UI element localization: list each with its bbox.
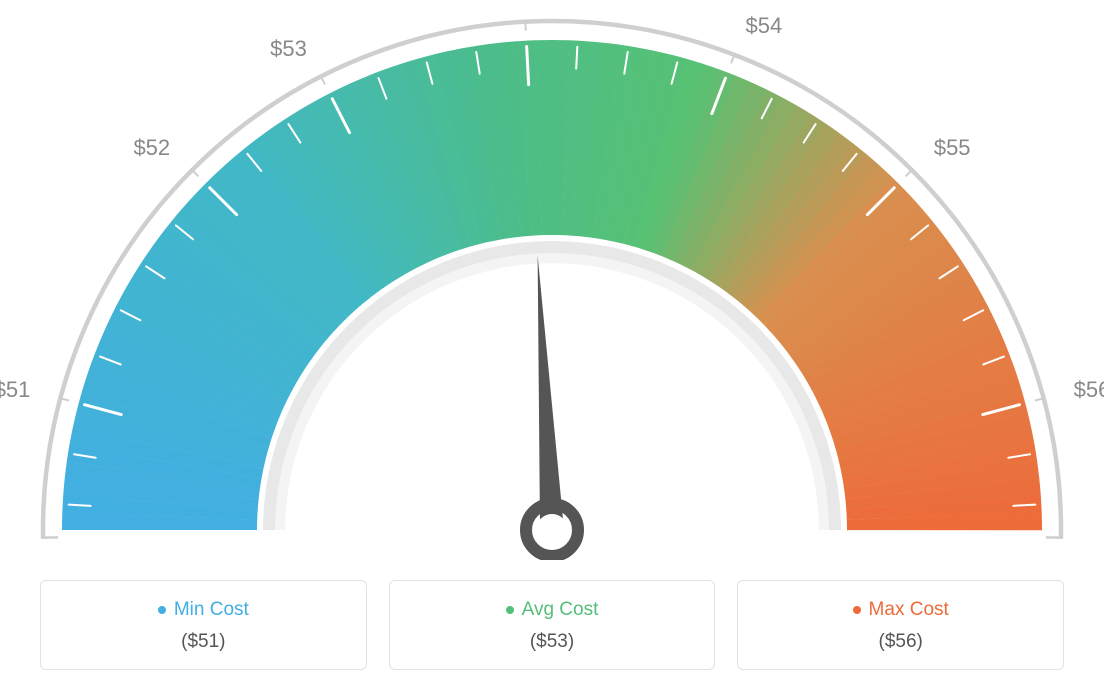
- legend-label-max: Max Cost: [869, 599, 949, 621]
- cost-gauge: $51 $52 $53 $53 $54 $55 $56: [0, 0, 1104, 560]
- svg-text:$54: $54: [746, 13, 783, 38]
- legend-value-avg: ($53): [400, 631, 705, 653]
- legend-card-min: Min Cost ($51): [40, 580, 367, 670]
- legend-label-min: Min Cost: [174, 599, 249, 621]
- svg-text:$55: $55: [934, 135, 971, 160]
- legend-dot-avg: [506, 606, 514, 614]
- legend-label-avg: Avg Cost: [522, 599, 599, 621]
- legend-value-min: ($51): [51, 631, 356, 653]
- svg-text:$53: $53: [270, 36, 307, 61]
- legend-card-max: Max Cost ($56): [737, 580, 1064, 670]
- svg-text:$51: $51: [0, 377, 30, 402]
- svg-text:$52: $52: [133, 135, 170, 160]
- svg-text:$53: $53: [505, 0, 542, 3]
- legend-dot-min: [158, 606, 166, 614]
- legend-dot-max: [853, 606, 861, 614]
- gauge-svg: $51 $52 $53 $53 $54 $55 $56: [0, 0, 1104, 560]
- svg-text:$56: $56: [1074, 377, 1104, 402]
- legend-row: Min Cost ($51) Avg Cost ($53) Max Cost (…: [0, 580, 1104, 670]
- legend-value-max: ($56): [748, 631, 1053, 653]
- legend-card-avg: Avg Cost ($53): [389, 580, 716, 670]
